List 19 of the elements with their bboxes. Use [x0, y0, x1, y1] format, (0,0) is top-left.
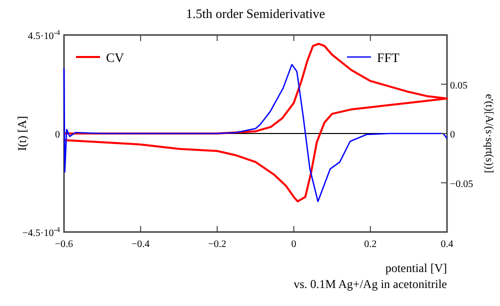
x-tick-label: −0.4 — [132, 239, 150, 250]
text: vs. 0.1M Ag+/Ag in acetonitrile — [294, 277, 447, 291]
x-tick-label: 0.2 — [364, 239, 377, 250]
y2-tick-label: 0.05 — [450, 80, 468, 92]
legend-label: CV — [106, 50, 125, 65]
x-tick-label: 0 — [291, 239, 296, 250]
x-tick-label: 0.4 — [440, 239, 454, 250]
x-tick-label: −0.2 — [208, 239, 226, 250]
y-tick-label: 4.5·10$^{-4}$ — [28, 28, 60, 42]
y2-tick-label: −0.05 — [450, 178, 474, 190]
x-axis-title: potential [V] — [385, 261, 447, 275]
chart-title: 1.5th order Semiderivative — [186, 6, 326, 21]
y-tick-label: 0 — [55, 130, 60, 140]
y-tick-label: −4.5·10$^{-4}$ — [22, 224, 60, 239]
legend-label: FFT — [377, 50, 400, 65]
y-axis-title: I(t) [A] — [15, 116, 29, 151]
x-tick-label: −0.6 — [54, 239, 74, 250]
y2-axis-title: e'(t)[A/(s·sqrt(s))] — [483, 94, 495, 173]
y2-tick-label: 0 — [450, 130, 455, 140]
